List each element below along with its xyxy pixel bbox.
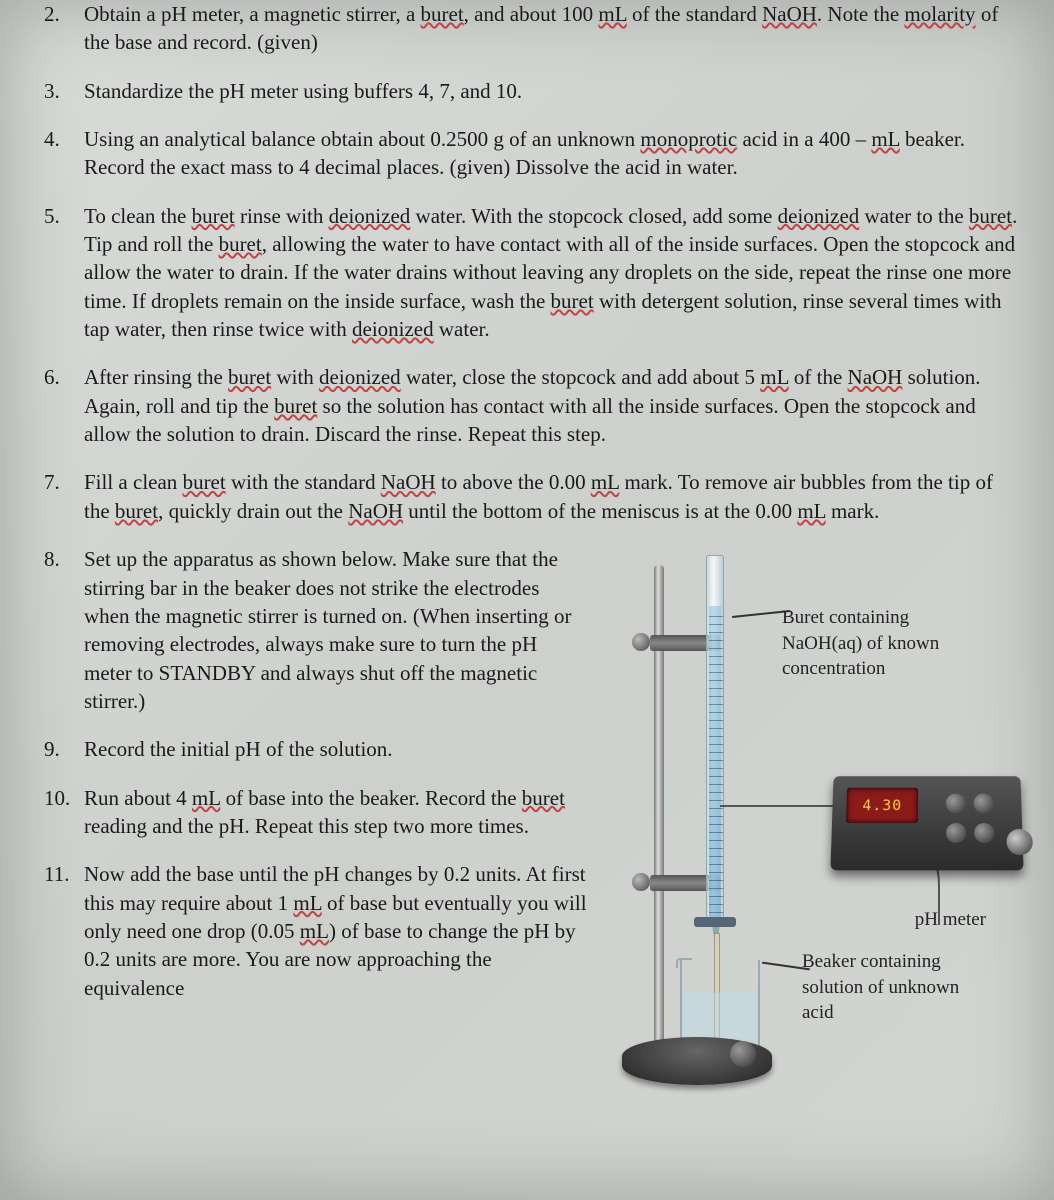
step-11: 11. Now add the base until the pH change… (44, 860, 590, 1002)
step-5: To clean the buret rinse with deionized … (44, 202, 1022, 344)
buret-label: Buret containing NaOH(aq) of known conce… (782, 605, 1012, 682)
step-6: After rinsing the buret with deionized w… (44, 363, 1022, 448)
beaker-label: Beaker containing solution of unknown ac… (802, 949, 1012, 1026)
apparatus-figure: 4.30 Buret containing NaOH(aq) of known … (602, 545, 1022, 1085)
clamp-knob-icon (632, 633, 650, 651)
ph-meter-display: 4.30 (846, 788, 918, 823)
ph-meter-label: pH meter (915, 907, 986, 933)
procedure-list: Obtain a pH meter, a magnetic stirrer, a… (44, 0, 1022, 1085)
step-3: Standardize the pH meter using buffers 4… (44, 77, 1022, 105)
wavy-molarity: molarity (904, 2, 975, 26)
meter-knob-icon (946, 823, 966, 843)
step-7: Fill a clean buret with the standard NaO… (44, 468, 1022, 525)
step-8: Set up the apparatus as shown below. Mak… (44, 545, 1022, 1085)
wavy-buret: buret (421, 2, 464, 26)
step-10: 10. Run about 4 mL of base into the beak… (44, 784, 590, 841)
step-4: Using an analytical balance obtain about… (44, 125, 1022, 182)
step-2: Obtain a pH meter, a magnetic stirrer, a… (44, 0, 1022, 57)
meter-knob-icon (974, 823, 994, 843)
meter-knob-icon (974, 794, 994, 814)
meter-knob-icon (1006, 829, 1033, 855)
meter-knob-icon (946, 794, 966, 814)
stirrer-knob-icon (730, 1041, 756, 1067)
wavy-mL: mL (598, 2, 626, 26)
ph-meter-icon: 4.30 (830, 776, 1023, 870)
clamp-knob-icon (632, 873, 650, 891)
wavy-naoh: NaOH (762, 2, 817, 26)
step-9: 9. Record the initial pH of the solution… (44, 735, 590, 763)
